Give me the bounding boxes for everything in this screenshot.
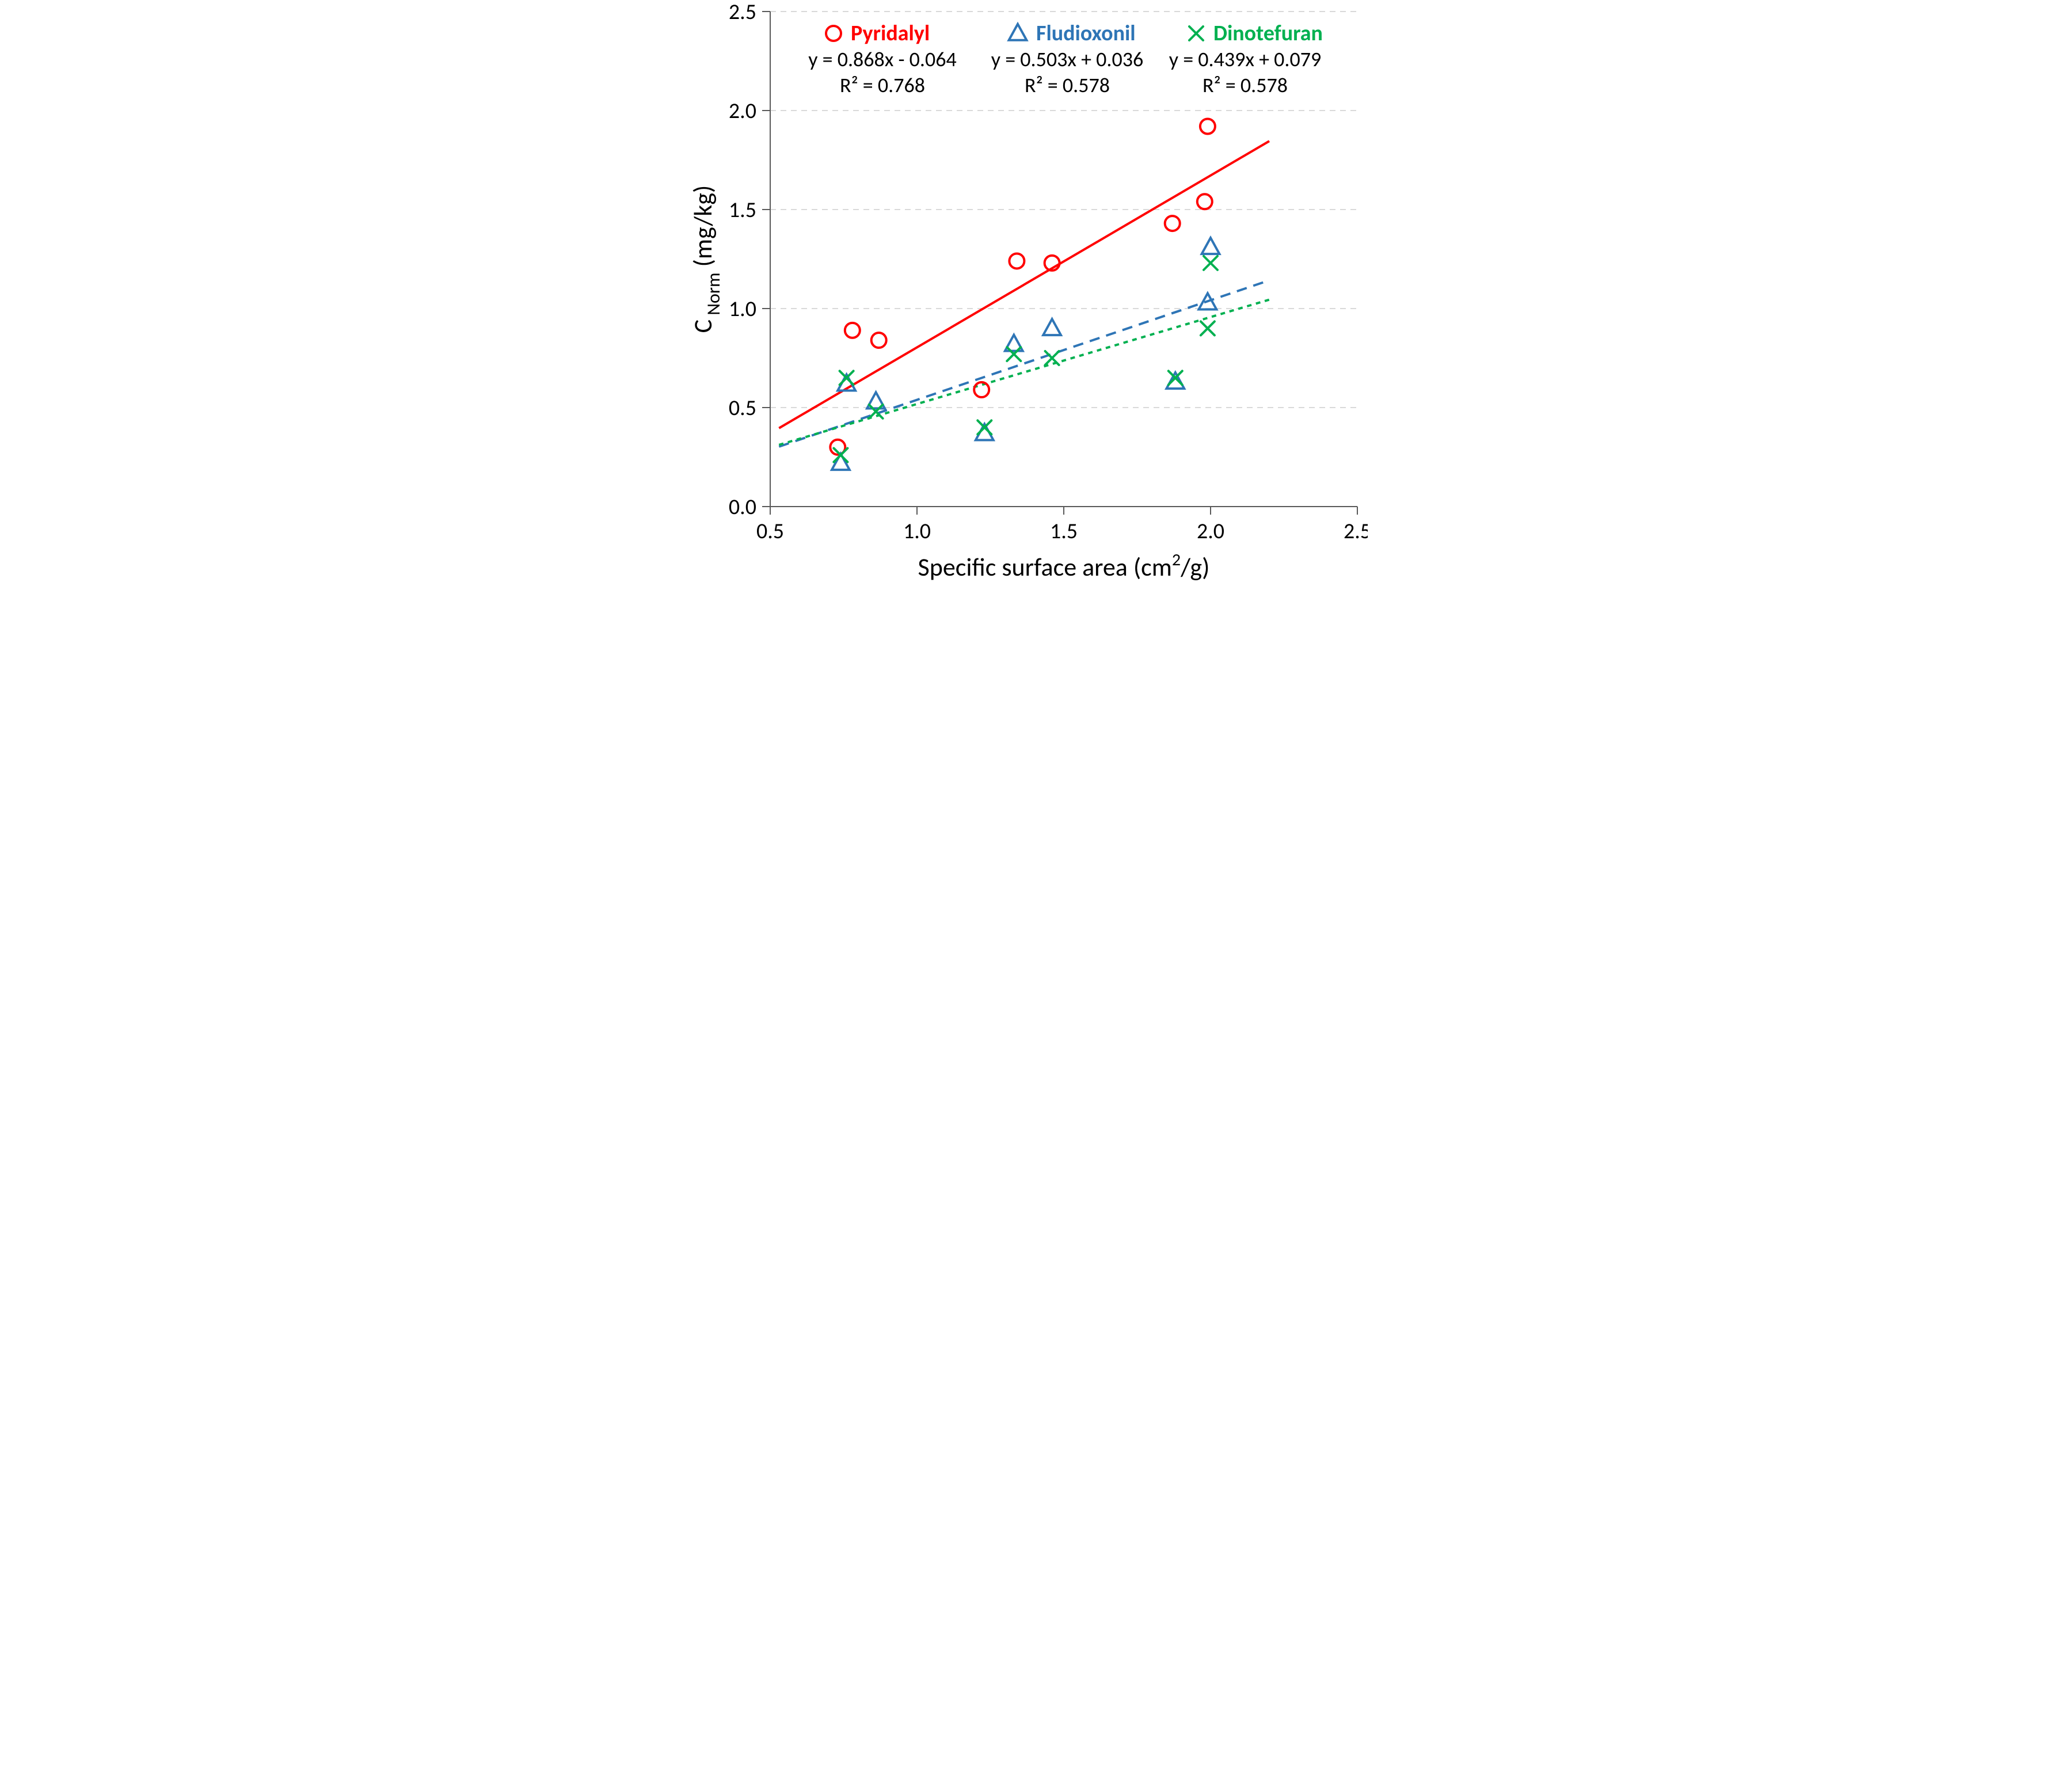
trendline-fludioxonil xyxy=(779,280,1269,447)
x-tick-label: 0.5 xyxy=(756,518,783,545)
marker-pyridalyl-legend xyxy=(826,26,841,41)
marker-dinotefuran xyxy=(1007,347,1021,361)
legend-eq-pyridalyl: y = 0.868x - 0.064 xyxy=(808,47,957,72)
legend-name-dinotefuran: Dinotefuran xyxy=(1213,20,1323,47)
marker-pyridalyl xyxy=(1009,253,1024,268)
legend-r2-pyridalyl: R² = 0.768 xyxy=(840,73,925,98)
y-tick-label: 1.5 xyxy=(728,197,756,223)
marker-pyridalyl xyxy=(974,382,989,397)
marker-pyridalyl xyxy=(1197,194,1212,209)
marker-dinotefuran xyxy=(1204,256,1217,270)
legend-r2-fludioxonil: R² = 0.578 xyxy=(1025,73,1110,98)
y-axis-title: C Norm (mg/kg) xyxy=(687,185,725,333)
marker-dinotefuran xyxy=(1045,351,1059,365)
x-tick-label: 2.5 xyxy=(1343,518,1367,545)
legend-eq-dinotefuran: y = 0.439x + 0.079 xyxy=(1169,47,1321,72)
marker-pyridalyl xyxy=(871,333,886,348)
marker-pyridalyl xyxy=(1165,216,1179,231)
legend-name-pyridalyl: Pyridalyl xyxy=(851,20,930,47)
legend-name-fludioxonil: Fludioxonil xyxy=(1036,20,1136,47)
x-tick-label: 1.0 xyxy=(903,518,930,545)
y-tick-label: 2.5 xyxy=(728,0,756,25)
chart-svg: 0.51.01.52.02.50.00.51.01.52.02.5C Norm … xyxy=(684,0,1368,598)
marker-dinotefuran-legend xyxy=(1189,26,1203,40)
y-tick-label: 2.0 xyxy=(728,98,756,124)
legend-eq-fludioxonil: y = 0.503x + 0.036 xyxy=(991,47,1143,72)
x-tick-label: 2.0 xyxy=(1196,518,1224,545)
x-axis-title: Specific surface area (cm2/g) xyxy=(918,549,1209,583)
scatter-chart: 0.51.01.52.02.50.00.51.01.52.02.5C Norm … xyxy=(684,0,1368,598)
x-tick-label: 1.5 xyxy=(1049,518,1077,545)
y-tick-label: 0.5 xyxy=(728,395,756,421)
marker-fludioxonil xyxy=(1166,372,1184,389)
marker-fludioxonil xyxy=(1043,319,1061,335)
y-tick-label: 0.0 xyxy=(728,494,756,520)
marker-fludioxonil-legend xyxy=(1009,24,1026,40)
marker-fludioxonil xyxy=(1201,238,1219,254)
y-tick-label: 1.0 xyxy=(728,296,756,322)
marker-pyridalyl xyxy=(1200,119,1215,134)
marker-dinotefuran xyxy=(1200,321,1214,335)
marker-pyridalyl xyxy=(844,323,859,338)
legend-r2-dinotefuran: R² = 0.578 xyxy=(1203,73,1288,98)
